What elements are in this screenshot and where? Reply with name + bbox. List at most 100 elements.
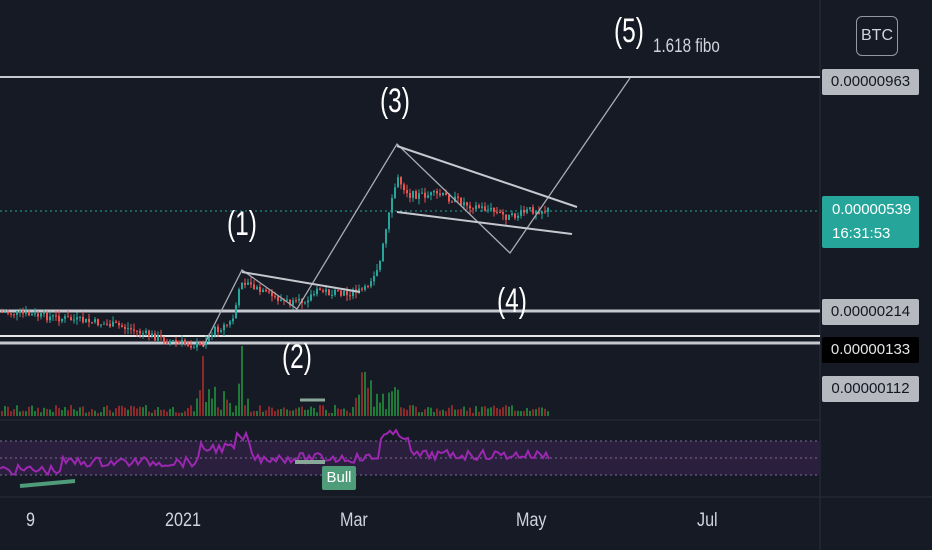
candle-body [205,341,207,346]
volume-bar [484,406,486,416]
candle-body [136,330,138,332]
volume-bar [13,409,15,416]
symbol-badge[interactable]: BTC [856,16,898,56]
candle-body [166,342,168,344]
volume-bar [283,407,285,416]
volume-bar [136,408,138,416]
candle-body [22,310,24,314]
candle-body [145,330,147,334]
volume-bar [97,412,99,416]
candle-body [376,269,378,276]
volume-bar [529,410,531,416]
volume-bar [142,407,144,416]
volume-bar [31,405,33,416]
volume-bar [310,406,312,416]
candle-body [37,313,39,317]
volume-bar [247,398,249,416]
candle-body [274,296,276,298]
volume-bar [199,390,201,416]
volume-bar [259,405,261,416]
volume-bar [319,405,321,416]
candle-body [469,205,471,209]
candle-body [160,335,162,338]
volume-bar [118,405,120,416]
volume-bar [34,411,36,416]
volume-bar [418,412,420,416]
volume-bar [58,407,60,416]
volume-bar [430,407,432,416]
volume-bar [349,412,351,416]
volume-bar [409,405,411,416]
volume-bar [214,386,216,416]
volume-bar [40,412,42,416]
countdown: 16:31:53 [832,225,891,242]
candle-body [151,333,153,337]
volume-bar [481,406,483,416]
volume-bar [403,408,405,416]
candle-body [304,302,306,304]
candle-body [133,329,135,331]
candle-body [280,299,282,301]
volume-bar [367,387,369,416]
candle-body [328,289,330,295]
volume-bar [193,411,195,416]
candle-body [346,290,348,296]
candle-body [496,211,498,213]
volume-bar [391,391,393,416]
candle-body [52,315,54,317]
wave-label-2: (2) [282,338,312,376]
volume-bar [85,412,87,416]
volume-bar [382,393,384,416]
candle-body [13,314,15,316]
volume-bar [478,411,480,416]
volume-bar [175,412,177,416]
volume-bar [454,409,456,416]
volume-bar [334,405,336,416]
candle-body [388,212,390,230]
candle-body [349,295,351,297]
candle-body [25,311,27,314]
volume-bar [439,410,441,416]
candle-body [100,324,102,326]
candle-body [244,282,246,285]
volume-bar [457,409,459,416]
divergence-line [19,479,76,488]
candle-body [262,289,264,292]
candle-body [40,313,42,317]
volume-bar [166,411,168,416]
candle-body [448,195,450,202]
volume-bar [79,407,81,416]
volume-bar [160,409,162,416]
volume-bar [202,356,204,416]
candle-body [535,211,537,214]
volume-bar [424,409,426,416]
volume-bar [286,409,288,416]
candle-body [445,192,447,196]
candle-body [475,205,477,210]
candle-body [340,290,342,296]
volume-bar [244,405,246,416]
candle-body [241,282,243,290]
candle-body [253,284,255,290]
candle-body [268,291,270,293]
wedge-trendline-bottom [396,211,573,235]
candle-body [85,318,87,323]
volume-bar [22,410,24,416]
rsi-line [0,428,550,477]
volume-bar [406,409,408,416]
candle-body [139,330,141,334]
wave-label-4: (4) [497,282,527,320]
volume-bar [61,410,63,416]
volume-bar [268,406,270,416]
candle-body [106,323,108,325]
x-tick-label: 9 [26,510,35,531]
volume-bar [229,403,231,416]
candle-body [295,300,297,302]
volume-bar [94,410,96,416]
volume-bar [358,394,360,416]
candle-body [76,317,78,320]
candle-body [127,328,129,330]
candle-body [232,318,234,322]
wave-label-1: (1) [227,205,257,243]
